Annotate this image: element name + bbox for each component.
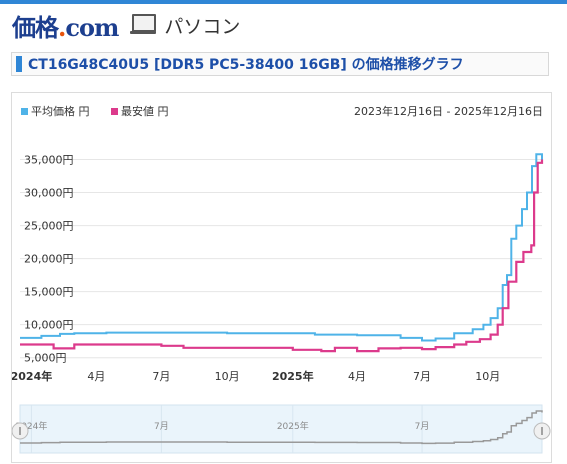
site-logo[interactable]: 価格.com [12, 12, 119, 42]
y-tick-label: 35,000円 [24, 154, 74, 167]
x-tick-label: 2024年 [12, 369, 52, 383]
y-tick-label: 10,000円 [24, 319, 74, 332]
price-chart-panel: 平均価格 円 最安値 円 2023年12月16日 - 2025年12月16日 5,00… [11, 92, 552, 463]
x-tick-label: 7月 [413, 370, 431, 383]
x-tick-label: 4月 [348, 370, 366, 383]
laptop-icon [130, 14, 157, 36]
series-line-minimum [20, 159, 544, 353]
series-line-average [20, 153, 543, 342]
legend-swatch-minimum [111, 108, 118, 115]
page-title-box: CT16G48C40U5 [DDR5 PC5-38400 16GB] の価格推移… [11, 52, 549, 76]
price-history-chart[interactable]: 平均価格 円 最安値 円 2023年12月16日 - 2025年12月16日 5,00… [12, 93, 553, 464]
x-tick-label: 2025年 [272, 369, 314, 383]
legend-swatch-average [21, 108, 28, 115]
top-accent-bar [0, 0, 567, 4]
category-label[interactable]: パソコン [164, 15, 241, 38]
y-tick-label: 15,000円 [24, 286, 74, 299]
legend-label-average: 平均価格 円 [31, 104, 90, 118]
legend-label-minimum: 最安値 円 [121, 104, 169, 118]
navigator-tick-label: 7月 [154, 421, 169, 432]
y-tick-label: 20,000円 [24, 253, 74, 266]
navigator-tick-label: 2025年 [277, 420, 309, 432]
site-header: 価格.com パソコン [12, 10, 241, 42]
y-tick-label: 25,000円 [24, 220, 74, 233]
navigator-series-line [20, 410, 543, 445]
title-accent-marker [16, 56, 22, 72]
navigator-tick-label: 7月 [415, 421, 430, 432]
y-tick-label: 30,000円 [24, 187, 74, 200]
y-tick-label: 5,000円 [24, 352, 67, 365]
x-tick-label: 4月 [87, 370, 105, 383]
x-tick-label: 10月 [475, 370, 500, 383]
x-tick-label: 10月 [215, 370, 240, 383]
date-range-label: 2023年12月16日 - 2025年12月16日 [354, 104, 543, 118]
page-title: CT16G48C40U5 [DDR5 PC5-38400 16GB] の価格推移… [28, 57, 464, 73]
x-tick-label: 7月 [152, 370, 170, 383]
